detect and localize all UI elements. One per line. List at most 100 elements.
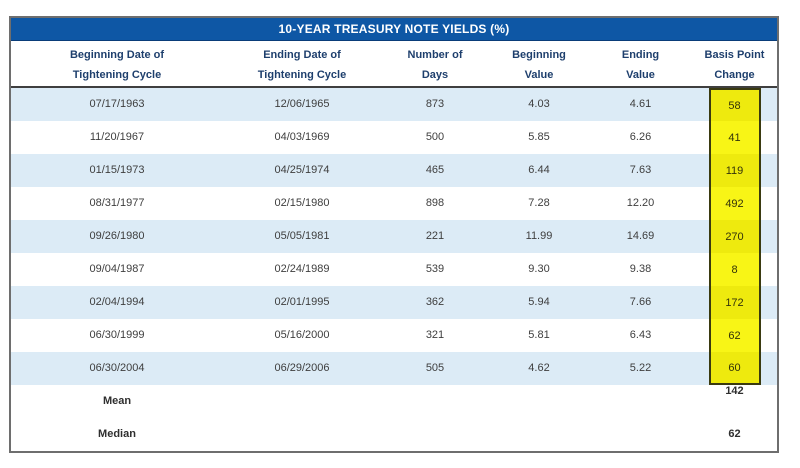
basis-point-highlight: 41 <box>708 121 761 154</box>
mean-value: 142 <box>725 385 744 397</box>
cell-ending-value: 7.66 <box>629 296 652 308</box>
cell-days: 873 <box>425 98 445 110</box>
cell-beginning-date: 07/17/1963 <box>89 98 145 110</box>
column-header-ending-date: Ending Date of Tightening Cycle <box>223 41 381 86</box>
cell-ending-date: 05/05/1981 <box>274 230 330 242</box>
cell-ending-date: 04/25/1974 <box>274 164 330 176</box>
cell-basis-point-change: 492 <box>692 187 777 220</box>
mean-row: Mean 142 <box>11 385 777 418</box>
table-row: 07/17/1963 12/06/1965 873 4.03 4.61 58 <box>11 88 777 121</box>
table-row: 08/31/1977 02/15/1980 898 7.28 12.20 492 <box>11 187 777 220</box>
cell-ending-date: 02/01/1995 <box>274 296 330 308</box>
cell-days: 505 <box>425 362 445 374</box>
cell-beginning-date: 11/20/1967 <box>89 131 145 143</box>
column-header-number-of-days: Number of Days <box>381 41 489 86</box>
cell-basis-point-change: 41 <box>692 121 777 154</box>
basis-point-highlight: 8 <box>708 253 761 286</box>
column-header-line: Tightening Cycle <box>72 69 162 81</box>
cell-beginning-date: 06/30/1999 <box>89 329 145 341</box>
cell-basis-point-change: 60 <box>692 352 777 385</box>
cell-basis-point-change: 62 <box>692 319 777 352</box>
cell-beginning-value: 5.85 <box>528 131 550 143</box>
column-header-basis-point-change: Basis Point Change <box>692 41 777 86</box>
cell-basis-point-change: 270 <box>692 220 777 253</box>
cell-beginning-date: 06/30/2004 <box>89 362 145 374</box>
column-header-line: Days <box>421 69 449 81</box>
cell-days: 362 <box>425 296 445 308</box>
cell-basis-point-change: 172 <box>692 286 777 319</box>
column-header-beginning-value: Beginning Value <box>489 41 589 86</box>
cell-beginning-value: 5.81 <box>528 329 550 341</box>
column-header-line: Ending <box>621 49 660 61</box>
median-row: Median 62 <box>11 418 777 450</box>
column-header-line: Tightening Cycle <box>257 69 347 81</box>
cell-beginning-date: 09/04/1987 <box>89 263 145 275</box>
cell-beginning-value: 4.62 <box>528 362 550 374</box>
basis-point-highlight: 270 <box>708 220 761 253</box>
cell-ending-date: 12/06/1965 <box>274 98 330 110</box>
cell-beginning-value: 7.28 <box>528 197 550 209</box>
cell-basis-point-change: 8 <box>692 253 777 286</box>
basis-point-highlight: 172 <box>708 286 761 319</box>
cell-beginning-date: 09/26/1980 <box>89 230 145 242</box>
basis-point-highlight: 119 <box>708 154 761 187</box>
table-title-bar: 10-YEAR TREASURY NOTE YIELDS (%) <box>11 18 777 41</box>
table-row: 02/04/1994 02/01/1995 362 5.94 7.66 172 <box>11 286 777 319</box>
cell-ending-date: 05/16/2000 <box>274 329 330 341</box>
column-header-ending-value: Ending Value <box>589 41 692 86</box>
cell-ending-value: 4.61 <box>629 98 652 110</box>
column-header-line: Beginning <box>512 49 566 61</box>
cell-beginning-date: 01/15/1973 <box>89 164 145 176</box>
cell-ending-date: 06/29/2006 <box>274 362 330 374</box>
table-row: 06/30/2004 06/29/2006 505 4.62 5.22 60 <box>11 352 777 385</box>
cell-days: 898 <box>425 197 445 209</box>
table-row: 01/15/1973 04/25/1974 465 6.44 7.63 119 <box>11 154 777 187</box>
cell-beginning-value: 11.99 <box>525 230 553 242</box>
cell-days: 465 <box>425 164 445 176</box>
basis-point-highlight: 60 <box>708 352 761 385</box>
cell-beginning-date: 02/04/1994 <box>89 296 145 308</box>
cell-ending-value: 9.38 <box>629 263 652 275</box>
cell-ending-value: 14.69 <box>626 230 655 242</box>
cell-beginning-value: 9.30 <box>528 263 550 275</box>
table-row: 11/20/1967 04/03/1969 500 5.85 6.26 41 <box>11 121 777 154</box>
cell-ending-date: 02/24/1989 <box>274 263 330 275</box>
column-header-beginning-date: Beginning Date of Tightening Cycle <box>11 41 223 86</box>
cell-basis-point-change: 58 <box>692 88 777 121</box>
cell-ending-value: 12.20 <box>626 197 655 209</box>
basis-point-highlight: 58 <box>708 88 761 121</box>
cell-basis-point-change: 119 <box>692 154 777 187</box>
column-header-line: Value <box>524 69 554 81</box>
median-label: Median <box>98 428 136 440</box>
column-header-line: Beginning Date of <box>69 49 165 61</box>
cell-beginning-date: 08/31/1977 <box>89 197 145 209</box>
table-row: 09/26/1980 05/05/1981 221 11.99 14.69 270 <box>11 220 777 253</box>
cell-beginning-value: 4.03 <box>528 98 550 110</box>
mean-label: Mean <box>102 395 132 407</box>
basis-point-highlight: 492 <box>708 187 761 220</box>
table-row: 09/04/1987 02/24/1989 539 9.30 9.38 8 <box>11 253 777 286</box>
column-headers: Beginning Date of Tightening Cycle Endin… <box>11 41 777 88</box>
column-header-line: Basis Point <box>704 49 765 61</box>
column-header-line: Change <box>714 69 755 81</box>
cell-ending-date: 04/03/1969 <box>274 131 330 143</box>
cell-days: 221 <box>425 230 445 242</box>
cell-days: 321 <box>425 329 445 341</box>
table-body: 07/17/1963 12/06/1965 873 4.03 4.61 58 11/20/1… <box>11 88 777 385</box>
table-row: 06/30/1999 05/16/2000 321 5.81 6.43 62 <box>11 319 777 352</box>
basis-point-highlight: 62 <box>708 319 761 352</box>
cell-beginning-value: 6.44 <box>528 164 550 176</box>
column-header-line: Value <box>626 69 655 81</box>
cell-days: 539 <box>425 263 445 275</box>
cell-ending-date: 02/15/1980 <box>274 197 330 209</box>
median-value: 62 <box>728 428 741 440</box>
cell-ending-value: 7.63 <box>629 164 652 176</box>
cell-ending-value: 5.22 <box>629 362 652 374</box>
cell-ending-value: 6.26 <box>629 131 652 143</box>
column-header-line: Ending Date of <box>263 49 341 61</box>
column-header-line: Number of <box>407 49 463 61</box>
cell-beginning-value: 5.94 <box>528 296 550 308</box>
cell-ending-value: 6.43 <box>629 329 652 341</box>
cell-days: 500 <box>425 131 445 143</box>
treasury-yields-table: 10-YEAR TREASURY NOTE YIELDS (%) Beginni… <box>9 16 779 453</box>
